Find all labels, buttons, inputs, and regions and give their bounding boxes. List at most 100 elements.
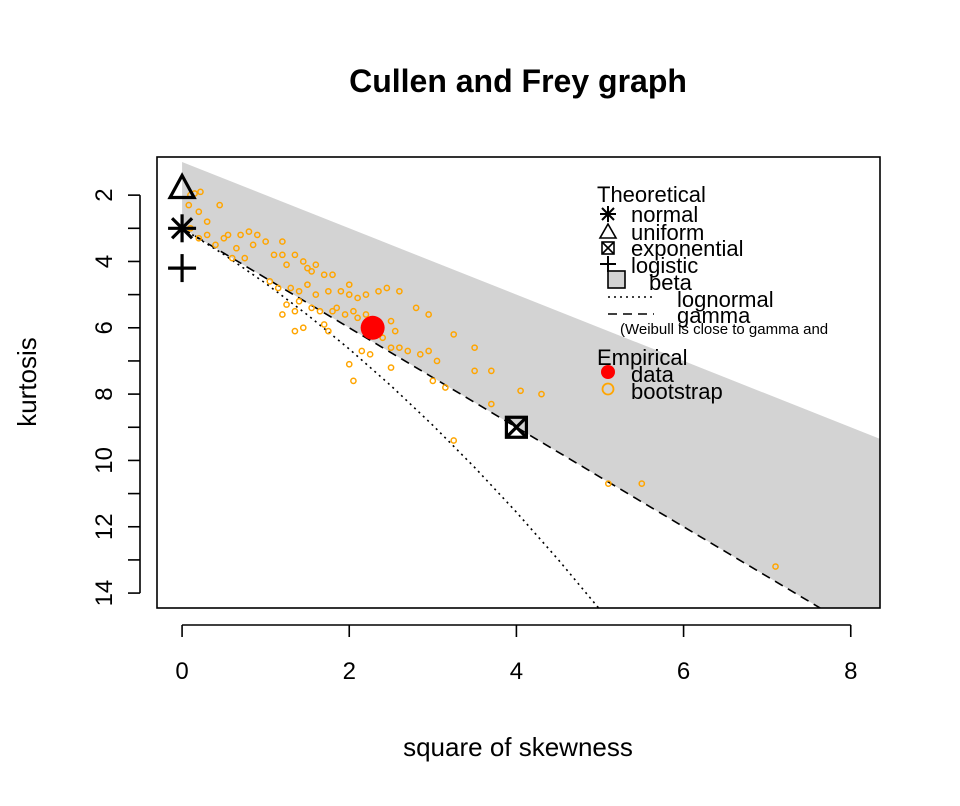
plot-area (181, 161, 880, 608)
bootstrap-point (266, 278, 274, 285)
bootstrap-point (487, 400, 495, 408)
bootstrap-point (308, 304, 315, 312)
y-axis-title: kurtosis (12, 337, 42, 427)
bootstrap-point (245, 228, 253, 235)
bootstrap-point (333, 304, 341, 312)
bootstrap-point (429, 377, 437, 385)
legend-normal-icon (600, 206, 616, 222)
bootstrap-point (387, 317, 395, 325)
bootstrap-point (412, 304, 420, 312)
legend-label-data: data (631, 362, 675, 387)
bootstrap-point (337, 287, 345, 295)
legend-empirical-heading: Empirical (597, 345, 687, 370)
bootstrap-point (270, 251, 278, 259)
bootstrap-point (212, 241, 219, 249)
gamma-line (181, 227, 822, 608)
bootstrap-point (262, 238, 270, 245)
bootstrap-point (291, 251, 299, 259)
uniform-point (167, 172, 197, 200)
axes: 0 2 4 6 8 2 4 6 8 10 12 14 (91, 188, 857, 685)
legend-label-lognormal: lognormal (677, 287, 774, 312)
exponential-point (504, 415, 529, 439)
bootstrap-point (362, 311, 370, 318)
bootstrap-point (396, 344, 403, 352)
bootstrap-point (304, 281, 311, 289)
y-tick-label: 14 (91, 580, 118, 607)
bootstrap-point (345, 281, 353, 289)
bootstrap-point (329, 271, 336, 279)
bootstrap-point (283, 261, 290, 269)
normal-point (168, 214, 197, 243)
bootstrap-point (517, 387, 524, 395)
bootstrap-point (312, 291, 320, 298)
bootstrap-point (487, 367, 495, 375)
bootstrap-point (228, 254, 236, 262)
legend-label-beta: beta (649, 270, 693, 295)
legend-label-gamma: gamma (677, 303, 751, 328)
bootstrap-point (379, 334, 387, 342)
bootstrap-point (329, 307, 336, 315)
bootstrap-point (450, 437, 458, 444)
bootstrap-point (345, 360, 353, 368)
bootstrap-point (241, 254, 249, 262)
x-tick-label: 6 (677, 658, 690, 685)
bootstrap-point (471, 367, 478, 375)
bootstrap-point (304, 264, 311, 272)
bootstrap-point (772, 563, 779, 570)
bootstrap-point (316, 307, 324, 315)
data-point (360, 315, 385, 340)
bootstrap-point (216, 201, 224, 209)
bootstrap-point (308, 268, 315, 275)
bootstrap-point (279, 311, 286, 318)
bootstrap-point (605, 480, 612, 487)
point-layer (167, 172, 779, 570)
bootstrap-point (345, 291, 353, 298)
y-tick-label: 12 (91, 513, 118, 540)
bootstrap-point (450, 331, 458, 338)
bootstrap-point (203, 218, 211, 226)
legend-exponential-icon (601, 241, 615, 255)
bootstrap-point (387, 364, 395, 371)
bootstrap-point (354, 314, 361, 322)
legend: Theoretical normal uniform exponential l… (597, 182, 828, 404)
y-tick-label: 8 (91, 387, 118, 400)
bootstrap-point (354, 294, 361, 302)
x-tick-label: 4 (510, 658, 523, 685)
bootstrap-point (224, 231, 232, 239)
bootstrap-point (220, 234, 228, 242)
legend-label-uniform: uniform (631, 220, 704, 245)
bootstrap-point (295, 287, 303, 295)
bootstrap-point (320, 321, 328, 328)
legend-label-normal: normal (631, 202, 698, 227)
x-axis-title: square of skewness (403, 732, 633, 762)
logistic-point (168, 254, 197, 283)
x-tick-label: 2 (343, 658, 356, 685)
bootstrap-point (320, 271, 328, 279)
bootstrap-point (324, 287, 332, 295)
bootstrap-point (442, 384, 449, 391)
bootstrap-point (425, 347, 432, 355)
bootstrap-point (203, 231, 211, 239)
bootstrap-point (387, 344, 395, 352)
bootstrap-point (185, 201, 193, 209)
bootstrap-point (341, 311, 349, 318)
legend-label-bootstrap: bootstrap (631, 379, 723, 404)
bootstrap-point (283, 301, 290, 308)
bootstrap-point (358, 347, 366, 355)
legend-weibull-note: (Weibull is close to gamma and (620, 321, 828, 338)
legend-label-exponential: exponential (631, 236, 744, 261)
legend-data-icon (601, 365, 615, 379)
bootstrap-point (291, 307, 299, 315)
bootstrap-point (383, 284, 391, 292)
legend-logistic-icon (600, 256, 616, 272)
bootstrap-point (299, 258, 307, 265)
bootstrap-point (295, 297, 303, 305)
bootstrap-point (299, 324, 307, 332)
legend-uniform-icon (598, 222, 618, 239)
bootstrap-point (362, 291, 370, 298)
bootstrap-point (416, 350, 424, 358)
bootstrap-point (350, 377, 357, 385)
bootstrap-point (396, 287, 403, 295)
legend-bootstrap-icon (601, 382, 615, 396)
